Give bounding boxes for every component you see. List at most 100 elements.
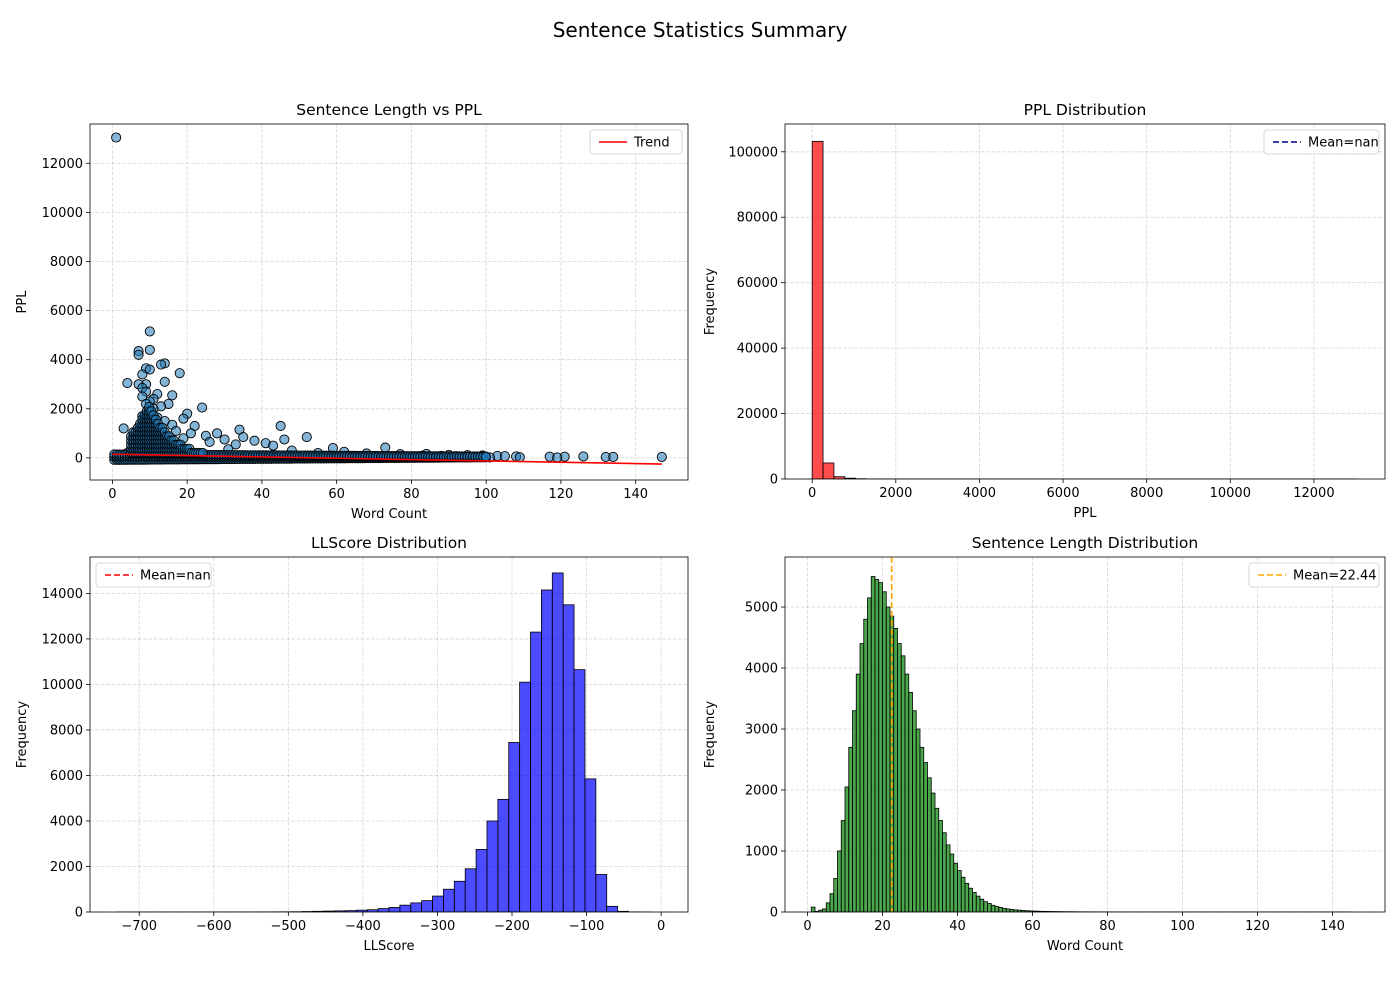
data-marks xyxy=(110,133,667,465)
histogram-bar xyxy=(411,903,422,912)
scatter-point xyxy=(119,424,128,433)
x-tick-label: 0 xyxy=(108,487,116,502)
y-tick-label: 12000 xyxy=(42,157,83,172)
histogram-bar xyxy=(995,907,999,912)
y-tick-label: 0 xyxy=(770,473,778,488)
x-tick-label: 60 xyxy=(328,487,345,502)
x-tick-label: 100 xyxy=(474,487,499,502)
scatter-point xyxy=(239,432,248,441)
histogram-bar xyxy=(563,605,574,912)
histogram-bar xyxy=(834,878,838,912)
histogram-bar xyxy=(965,883,969,912)
histogram-bar xyxy=(552,573,563,912)
histogram-bar xyxy=(823,909,827,912)
histogram-bar xyxy=(973,892,977,912)
x-tick-label: 80 xyxy=(403,487,420,502)
legend: Mean=nan xyxy=(96,563,211,587)
scatter-point xyxy=(179,414,188,423)
histogram-bar xyxy=(520,682,531,912)
histogram-bar xyxy=(868,598,872,912)
histogram-bar xyxy=(969,888,973,912)
grid-lines xyxy=(785,124,1385,479)
scatter-point xyxy=(168,391,177,400)
scatter-point xyxy=(515,453,524,462)
x-tick-label: −400 xyxy=(345,919,381,934)
x-tick-label: 20 xyxy=(874,919,891,934)
histogram-bar xyxy=(823,463,834,479)
histogram-bar xyxy=(913,711,917,912)
histogram-bar xyxy=(433,896,444,912)
y-tick-label: 6000 xyxy=(50,304,83,319)
legend: Mean=22.44 xyxy=(1249,563,1379,587)
chart-title: PPL Distribution xyxy=(1024,101,1147,119)
histogram-bar xyxy=(905,674,909,912)
x-tick-label: 10000 xyxy=(1210,486,1251,501)
histogram-bar xyxy=(920,747,924,912)
scatter-point xyxy=(481,452,490,461)
histogram-bar xyxy=(939,821,943,912)
histogram-bar xyxy=(1006,909,1010,912)
histogram-bar xyxy=(585,779,596,912)
histogram-bar xyxy=(826,903,830,912)
scatter-point xyxy=(145,345,154,354)
histogram-bar xyxy=(811,907,815,912)
histogram-bar xyxy=(901,656,905,912)
histogram-bar xyxy=(860,644,864,912)
y-tick-label: 6000 xyxy=(50,769,83,784)
y-tick-label: 10000 xyxy=(42,206,83,221)
scatter-point xyxy=(123,378,132,387)
axes-frame xyxy=(785,124,1385,479)
legend-label: Mean=nan xyxy=(140,569,211,584)
histogram-bar xyxy=(1003,908,1007,912)
y-tick-label: 8000 xyxy=(50,255,83,270)
scatter-point xyxy=(138,370,147,379)
histogram-bar xyxy=(830,894,834,912)
y-tick-label: 1000 xyxy=(745,845,778,860)
histogram-bar xyxy=(894,628,898,912)
y-tick-label: 10000 xyxy=(42,678,83,693)
y-tick-label: 0 xyxy=(770,906,778,921)
histogram-bar xyxy=(596,874,607,912)
histogram-bar xyxy=(875,580,879,912)
histogram-bar xyxy=(812,141,823,479)
histogram-bar xyxy=(378,909,389,912)
histogram-bar xyxy=(498,799,509,912)
x-axis-label: Word Count xyxy=(1047,939,1123,954)
y-tick-label: 2000 xyxy=(50,402,83,417)
x-axis-label: Word Count xyxy=(351,507,427,522)
histogram-bar xyxy=(849,747,853,912)
x-tick-label: 100 xyxy=(1170,919,1195,934)
histogram-bar xyxy=(465,869,476,912)
chart-title: Sentence Length Distribution xyxy=(972,534,1198,552)
histogram-bar xyxy=(976,896,980,912)
x-tick-label: 60 xyxy=(1024,919,1041,934)
x-axis-label: PPL xyxy=(1074,506,1098,521)
scatter-point xyxy=(579,452,588,461)
scatter-point xyxy=(212,429,221,438)
data-marks xyxy=(117,573,650,912)
histogram-bar xyxy=(898,644,902,912)
x-tick-label: −600 xyxy=(196,919,232,934)
histogram-bar xyxy=(487,821,498,912)
x-tick-label: −100 xyxy=(569,919,605,934)
x-tick-label: 6000 xyxy=(1047,486,1080,501)
histogram-bar xyxy=(871,577,875,912)
y-tick-label: 4000 xyxy=(50,353,83,368)
y-tick-label: 60000 xyxy=(737,276,778,291)
histogram-bar xyxy=(838,851,842,912)
histogram-bar xyxy=(400,905,411,912)
y-tick-label: 2000 xyxy=(745,784,778,799)
y-tick-label: 100000 xyxy=(728,145,778,160)
x-axis-label: LLScore xyxy=(364,939,415,954)
legend-label: Mean=22.44 xyxy=(1293,569,1377,584)
x-tick-label: 0 xyxy=(808,486,816,501)
histogram-bar xyxy=(879,583,883,912)
x-tick-label: 4000 xyxy=(963,486,996,501)
histogram-bar xyxy=(883,592,887,912)
y-axis-label: Frequency xyxy=(703,701,718,768)
y-tick-label: 14000 xyxy=(42,587,83,602)
histogram-bar xyxy=(928,778,932,912)
scatter-point xyxy=(250,436,259,445)
legend-label: Trend xyxy=(633,136,670,151)
scatter-point xyxy=(112,133,121,142)
